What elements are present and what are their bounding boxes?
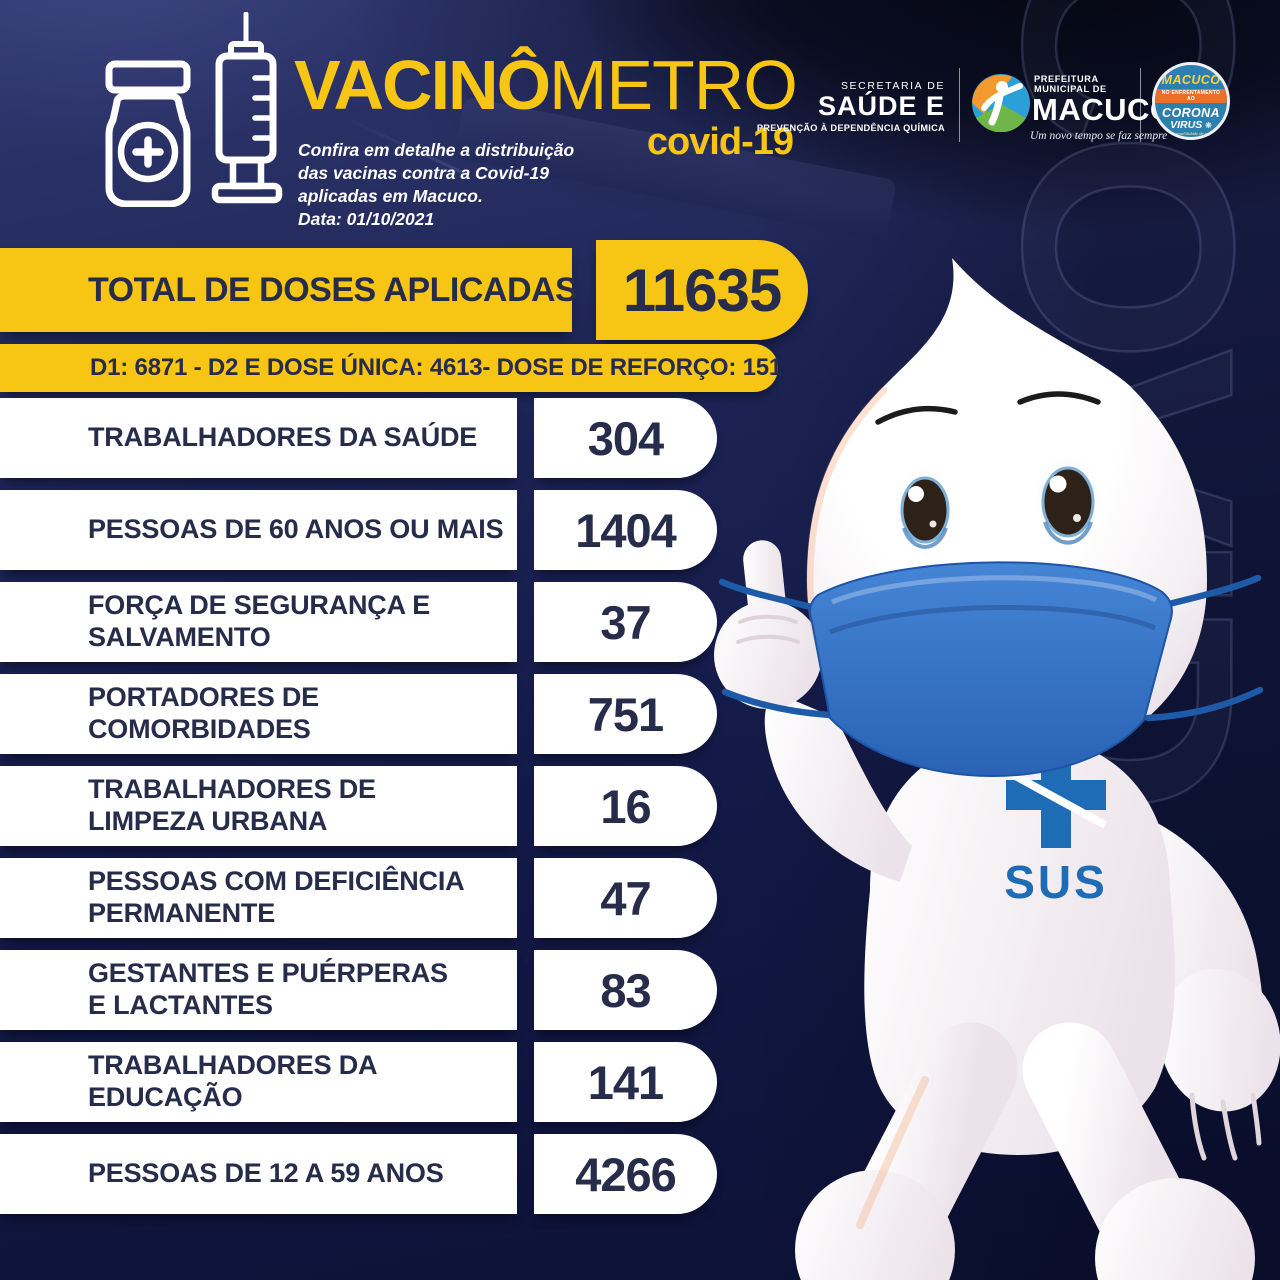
badge-virus-label: VIRUS ❋	[1170, 118, 1212, 131]
vial-and-syringe-icon	[105, 12, 283, 207]
table-row: PESSOAS DE 60 ANOS OU MAIS 1404	[0, 490, 720, 570]
table-row: PESSOAS COM DEFICIÊNCIA PERMANENTE 47	[0, 858, 720, 938]
virus-icon: ❋	[1205, 120, 1212, 130]
description-date: Data: 01/10/2021	[298, 209, 435, 230]
table-row: PESSOAS DE 12 A 59 ANOS 4266	[0, 1134, 720, 1214]
row-value: 83	[534, 950, 717, 1030]
row-label: PESSOAS DE 60 ANOS OU MAIS	[0, 490, 517, 570]
table-row: TRABALHADORES DA EDUCAÇÃO 141	[0, 1042, 720, 1122]
row-value: 4266	[534, 1134, 717, 1214]
poster-description: Confira em detalhe a distribuição das va…	[298, 139, 574, 231]
description-line: das vacinas contra a Covid-19	[298, 163, 549, 184]
table-row: PORTADORES DE COMORBIDADES 751	[0, 674, 720, 754]
row-label: GESTANTES E PUÉRPERAS E LACTANTES	[0, 950, 517, 1030]
row-label: PESSOAS COM DEFICIÊNCIA PERMANENTE	[0, 858, 517, 938]
total-doses-label: TOTAL DE DOSES APLICADAS	[0, 248, 578, 332]
table-row: TRABALHADORES DA SAÚDE 304	[0, 398, 720, 478]
row-label: TRABALHADORES DA EDUCAÇÃO	[0, 1042, 517, 1122]
row-value: 141	[534, 1042, 717, 1122]
dose-breakdown-label: D1: 6871 - D2 E DOSE ÚNICA: 4613- DOSE D…	[0, 344, 782, 392]
prefeitura-main-line: MACUCO	[1032, 92, 1175, 127]
mascot-head	[718, 258, 1264, 777]
row-value: 1404	[534, 490, 717, 570]
description-line: aplicadas em Macuco.	[298, 186, 483, 207]
row-value: 751	[534, 674, 717, 754]
row-value: 304	[534, 398, 717, 478]
description-line: Confira em detalhe a distribuição	[298, 140, 575, 160]
logo-divider	[1140, 68, 1141, 142]
syringe-icon	[211, 12, 283, 204]
badge-ribbon-label: NO ENFRENTAMENTO AO	[1155, 88, 1227, 103]
table-row: GESTANTES E PUÉRPERAS E LACTANTES 83	[0, 950, 720, 1030]
logo-divider	[959, 68, 960, 142]
table-row: FORÇA DE SEGURANÇA E SALVAMENTO 37	[0, 582, 720, 662]
secretaria-main-line: SAÚDE E	[817, 91, 945, 121]
ze-gotinha-mascot: SUS	[714, 258, 1280, 1280]
row-label: PORTADORES DE COMORBIDADES	[0, 674, 517, 754]
row-label: PESSOAS DE 12 A 59 ANOS	[0, 1134, 517, 1214]
prefeitura-macuco-logo: PREFEITURA MUNICIPAL DE MACUCO Um novo t…	[972, 62, 1175, 142]
prefeitura-top-line: PREFEITURA MUNICIPAL DE	[1034, 74, 1107, 94]
prefeitura-logo-icon	[972, 74, 1030, 132]
secretaria-saude-logo-text: SECRETARIA DE SAÚDE E PREVENÇÃO À DEPEND…	[733, 80, 945, 133]
row-label: TRABALHADORES DE LIMPEZA URBANA	[0, 766, 517, 846]
row-value: 37	[534, 582, 717, 662]
prefeitura-tagline: Um novo tempo se faz sempre	[1030, 129, 1168, 142]
row-label: TRABALHADORES DA SAÚDE	[0, 398, 517, 478]
row-value: 47	[534, 858, 717, 938]
title-bold-part: VACINÔ	[294, 46, 551, 124]
sus-label: SUS	[1004, 856, 1108, 908]
badge-city-label: MACUCO	[1161, 73, 1221, 87]
coronavirus-badge: MACUCO NO ENFRENTAMENTO AO CORONA VIRUS …	[1152, 62, 1230, 140]
page-title: VACINÔMETRO	[294, 50, 798, 120]
secretaria-bottom-line: PREVENÇÃO À DEPENDÊNCIA QUÍMICA	[756, 123, 945, 134]
vial-icon	[105, 60, 191, 207]
table-row: TRABALHADORES DE LIMPEZA URBANA 16	[0, 766, 720, 846]
row-label: FORÇA DE SEGURANÇA E SALVAMENTO	[0, 582, 517, 662]
row-value: 16	[534, 766, 717, 846]
total-doses-value: 11635	[596, 240, 808, 340]
